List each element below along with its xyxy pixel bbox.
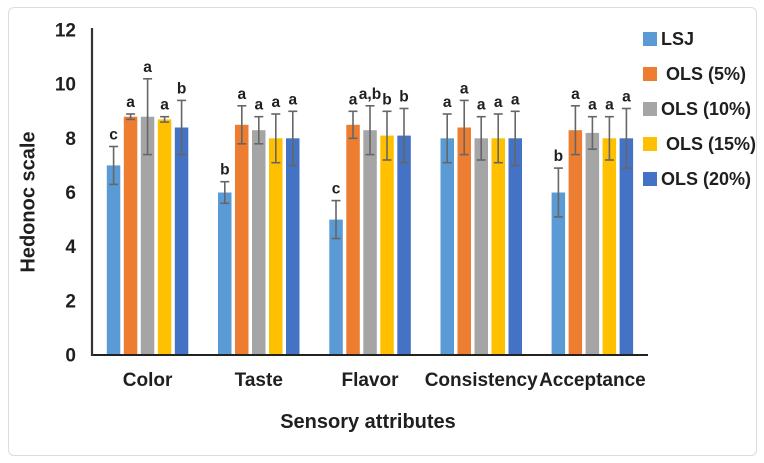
legend-label-lsj: LSJ [661, 28, 695, 49]
bar-lsj-color [106, 165, 121, 355]
y-tick-label-6: 6 [65, 183, 76, 204]
bar-ols-10-color [140, 116, 155, 355]
significance-letter-ols-20-acceptance: a [622, 89, 631, 106]
bar-lsj-flavor [329, 219, 343, 355]
y-tick-label-12: 12 [55, 21, 76, 42]
legend-swatch-lsj [643, 32, 657, 46]
significance-letter-lsj-consistency: a [443, 94, 452, 111]
significance-letter-lsj-flavor: c [332, 181, 341, 198]
legend-item-ols-15: OLS (15%) [643, 134, 756, 154]
legend-item-lsj: LSJ [643, 29, 756, 49]
bar-ols-5-flavor [346, 124, 360, 355]
bar-ols-20-color [174, 127, 189, 355]
bar-ols-5-consistency [457, 127, 471, 355]
legend: LSJ OLS (5%) OLS (10%) OLS (15%) OLS (20%) [643, 29, 756, 189]
bar-ols-5-acceptance [568, 130, 583, 355]
significance-letter-ols-10-taste: a [254, 97, 263, 114]
legend-label-ols-10: OLS (10%) [661, 98, 752, 119]
bar-ols-5-taste [235, 124, 249, 355]
significance-letter-ols-10-color: a [143, 59, 152, 76]
significance-letter-ols-20-taste: a [288, 91, 297, 108]
category-label-flavor: Flavor [341, 370, 399, 391]
category-label-acceptance: Acceptance [539, 370, 646, 391]
y-tick-label-8: 8 [65, 129, 76, 150]
legend-swatch-ols-15 [643, 137, 657, 151]
significance-letter-ols-5-taste: a [237, 86, 246, 103]
legend-label-ols-20: OLS (20%) [661, 168, 752, 189]
legend-swatch-ols-5 [643, 67, 657, 81]
bar-lsj-consistency [440, 138, 454, 355]
y-tick-label-2: 2 [65, 291, 76, 312]
legend-swatch-ols-10 [643, 102, 657, 116]
significance-letter-ols-20-flavor: b [399, 89, 408, 106]
category-label-consistency: Consistency [425, 370, 538, 391]
category-label-taste: Taste [235, 370, 283, 391]
significance-letter-ols-10-flavor: a,b [359, 86, 381, 103]
y-tick-label-10: 10 [55, 75, 76, 96]
bar-ols-10-flavor [363, 130, 377, 355]
legend-label-ols-15: OLS (15%) [661, 133, 757, 154]
bar-ols-20-consistency [508, 138, 522, 355]
bar-ols-20-acceptance [619, 138, 634, 355]
y-axis-title: Hedonoc scale [17, 131, 40, 273]
legend-label-ols-5: OLS (5%) [661, 63, 747, 84]
bar-ols-15-flavor [380, 135, 394, 355]
bar-ols-15-consistency [491, 138, 505, 355]
significance-letter-ols-10-acceptance: a [588, 97, 597, 114]
bar-ols-20-flavor [397, 135, 411, 355]
bar-ols-10-consistency [474, 138, 488, 355]
bar-ols-5-color [123, 116, 138, 355]
significance-letter-lsj-color: c [109, 127, 118, 144]
legend-item-ols-10: OLS (10%) [643, 99, 756, 119]
bar-ols-10-taste [252, 130, 266, 355]
significance-letter-ols-10-consistency: a [477, 97, 486, 114]
significance-letter-ols-20-color: b [177, 80, 186, 97]
bar-ols-15-taste [269, 138, 283, 355]
bar-ols-15-color [157, 119, 172, 356]
significance-letter-lsj-acceptance: b [554, 148, 563, 165]
significance-letter-ols-15-consistency: a [494, 94, 503, 111]
significance-letter-ols-15-color: a [160, 97, 169, 114]
significance-letter-ols-5-acceptance: a [571, 86, 580, 103]
bar-ols-10-acceptance [585, 132, 600, 355]
bar-lsj-acceptance [551, 192, 566, 355]
bar-ols-15-acceptance [602, 138, 617, 355]
significance-letter-ols-5-flavor: a [349, 91, 358, 108]
significance-letter-ols-5-consistency: a [460, 80, 469, 97]
legend-item-ols-5: OLS (5%) [643, 64, 756, 84]
bar-ols-20-taste [286, 138, 300, 355]
significance-letter-ols-15-taste: a [271, 94, 280, 111]
x-axis-title: Sensory attributes [280, 411, 456, 433]
bar-lsj-taste [218, 192, 232, 355]
significance-letter-ols-15-flavor: b [382, 91, 391, 108]
significance-letter-lsj-taste: b [220, 162, 229, 179]
significance-letter-ols-15-acceptance: a [605, 97, 614, 114]
legend-item-ols-20: OLS (20%) [643, 169, 756, 189]
y-tick-label-4: 4 [65, 237, 76, 258]
significance-letter-ols-20-consistency: a [511, 91, 520, 108]
significance-letter-ols-5-color: a [126, 94, 135, 111]
category-label-color: Color [123, 370, 173, 391]
y-tick-label-0: 0 [65, 346, 76, 367]
legend-swatch-ols-20 [643, 172, 657, 186]
